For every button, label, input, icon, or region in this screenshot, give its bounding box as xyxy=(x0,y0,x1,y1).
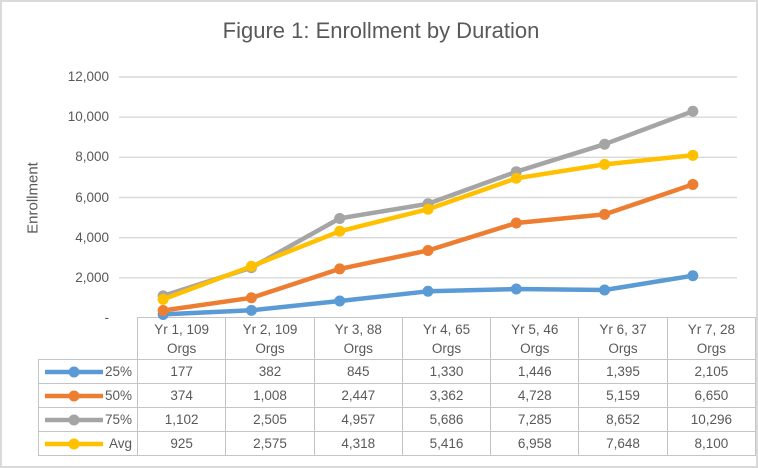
data-point-marker xyxy=(334,212,346,224)
legend-cell: 25% xyxy=(37,359,139,384)
value-cell: 6,650 xyxy=(666,383,756,408)
value-cell: 7,285 xyxy=(490,407,580,432)
data-point-marker xyxy=(157,290,169,302)
data-point-marker xyxy=(245,292,257,304)
x-axis-category-label: Yr 2, 109 Orgs xyxy=(225,317,315,360)
series-name-label: 75% xyxy=(105,412,133,427)
y-tick-label: 12,000 xyxy=(67,69,109,84)
value-cell: 5,686 xyxy=(401,407,492,432)
series-line-75% xyxy=(160,108,696,299)
data-point-marker xyxy=(687,270,699,282)
x-axis-category-label: Yr 7, 28 Orgs xyxy=(666,317,756,360)
table-row-Avg: Avg 925 2,575 4,318 5,416 6,958 7,648 8,100 xyxy=(37,431,756,456)
table-row-50%: 50% 374 1,008 2,447 3,362 4,728 5,159 6,650 xyxy=(37,383,756,408)
legend-cell: 50% xyxy=(37,383,139,408)
table-row-25%: 25% 177 382 845 1,330 1,446 1,395 2,105 xyxy=(37,359,756,384)
data-point-marker xyxy=(422,203,434,215)
value-cell: 8,100 xyxy=(666,431,756,456)
value-cell: 177 xyxy=(137,359,227,384)
data-point-marker xyxy=(599,158,611,170)
data-point-marker xyxy=(599,284,611,296)
value-cell: 4,318 xyxy=(313,431,403,456)
data-point-marker xyxy=(245,262,257,274)
data-point-marker xyxy=(334,225,346,237)
table-row-75%: 75% 1,102 2,505 4,957 5,686 7,285 8,652 10,296 xyxy=(37,407,756,432)
legend-key-icon xyxy=(45,438,103,449)
data-point-marker xyxy=(422,244,434,256)
data-point-marker xyxy=(510,217,522,229)
chart-title: Figure 1: Enrollment by Duration xyxy=(222,18,540,43)
value-cell: 8,652 xyxy=(578,407,668,432)
legend-cell: 75% xyxy=(37,407,139,432)
data-point-marker xyxy=(599,208,611,220)
data-point-marker xyxy=(687,178,699,190)
value-cell: 4,957 xyxy=(313,407,403,432)
x-axis-category-label: Yr 3, 88 Orgs xyxy=(313,317,403,360)
value-cell: 1,102 xyxy=(137,407,227,432)
data-point-marker xyxy=(687,105,699,117)
series-name-label: 50% xyxy=(105,388,133,403)
data-point-marker xyxy=(510,172,522,184)
value-cell: 1,330 xyxy=(401,359,492,384)
data-point-marker xyxy=(157,304,169,316)
value-cell: 382 xyxy=(225,359,315,384)
data-point-marker xyxy=(422,198,434,210)
series-line-25% xyxy=(160,273,696,317)
data-point-marker xyxy=(334,263,346,275)
value-cell: 374 xyxy=(137,383,227,408)
x-axis-category-label: Yr 5, 46 Orgs xyxy=(490,317,580,360)
value-cell: 5,416 xyxy=(401,431,492,456)
value-cell: 10,296 xyxy=(666,407,756,432)
value-cell: 2,575 xyxy=(225,431,315,456)
series-name-label: 25% xyxy=(105,364,133,379)
value-cell: 925 xyxy=(137,431,227,456)
y-tick-label: 10,000 xyxy=(67,109,109,125)
series-line-50% xyxy=(160,182,696,313)
x-axis-category-label: Yr 6, 37 Orgs xyxy=(578,317,668,360)
table-corner-cell xyxy=(38,317,139,360)
value-cell: 1,008 xyxy=(225,383,315,408)
data-point-marker xyxy=(334,295,346,307)
series-line-Avg xyxy=(160,153,696,302)
value-cell: 5,159 xyxy=(578,383,668,408)
y-tick-label: 4,000 xyxy=(75,229,109,245)
value-cell: 3,362 xyxy=(401,383,492,408)
value-cell: 1,395 xyxy=(578,359,668,384)
y-tick-label: 8,000 xyxy=(75,149,109,165)
data-point-marker xyxy=(245,260,257,272)
data-point-marker xyxy=(510,166,522,178)
legend-key-icon xyxy=(45,390,103,401)
legend-cell: Avg xyxy=(37,431,139,456)
y-tick-label: 2,000 xyxy=(75,269,109,285)
value-cell: 845 xyxy=(313,359,403,384)
data-point-marker xyxy=(599,138,611,150)
value-cell: 2,447 xyxy=(313,383,403,408)
value-cell: 4,728 xyxy=(490,383,580,408)
legend-key-icon xyxy=(45,414,103,425)
chart-data-table: Yr 1, 109 Orgs Yr 2, 109 Orgs Yr 3, 88 Orgs Yr… xyxy=(37,317,756,456)
x-axis-category-label: Yr 4, 65 Orgs xyxy=(401,317,492,360)
value-cell: 6,958 xyxy=(490,431,580,456)
value-cell: 7,648 xyxy=(578,431,668,456)
legend-key-icon xyxy=(45,366,103,377)
value-cell: 2,105 xyxy=(666,359,756,384)
value-cell: 1,446 xyxy=(490,359,580,384)
data-point-marker xyxy=(687,149,699,161)
data-point-marker xyxy=(245,304,257,316)
data-point-marker xyxy=(510,283,522,295)
series-name-label: Avg xyxy=(109,436,133,451)
value-cell: 2,505 xyxy=(225,407,315,432)
y-tick-label: 6,000 xyxy=(75,189,109,205)
x-axis-category-label: Yr 1, 109 Orgs xyxy=(137,317,227,360)
data-point-marker xyxy=(422,285,434,297)
data-point-marker xyxy=(157,293,169,305)
